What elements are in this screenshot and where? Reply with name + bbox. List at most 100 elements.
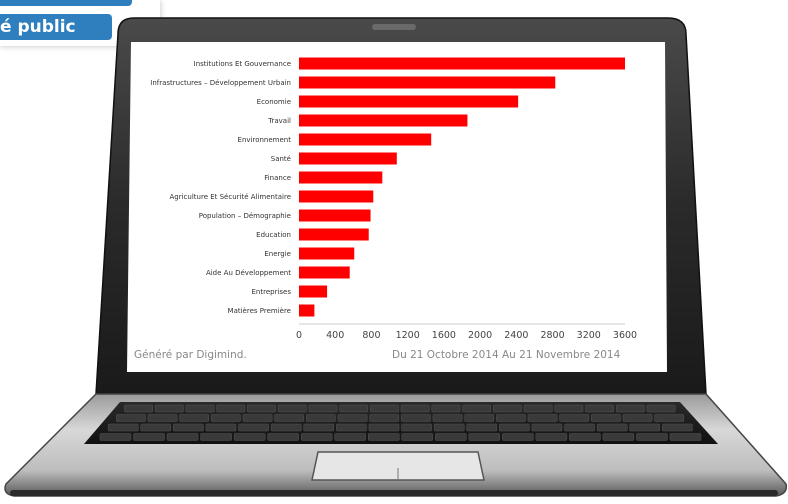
keyboard-key[interactable] [173,423,204,432]
keyboard-key[interactable] [274,414,305,422]
keyboard-key[interactable] [116,414,146,422]
keyboard-key[interactable] [303,423,335,432]
keyboard-key[interactable] [370,404,399,413]
keyboard-key[interactable] [124,404,153,413]
keyboard-key[interactable] [531,423,563,432]
keyboard-key[interactable] [334,433,366,441]
category-label: Economie [257,98,291,106]
keyboard-key[interactable] [464,414,495,422]
keyboard-key[interactable] [496,414,526,422]
keyboard-key[interactable] [585,404,614,413]
touchpad[interactable] [311,451,485,481]
keyboard-key[interactable] [277,404,307,413]
bar [299,247,355,260]
keyboard-key[interactable] [646,404,676,413]
keyboard-key[interactable] [564,423,595,432]
keyboard-key[interactable] [569,433,601,441]
category-label: Finance [264,174,291,182]
bar [299,114,468,127]
category-label: Agriculture Et Sécurité Alimentaire [170,193,292,201]
screen-display [127,42,667,372]
keyboard-key[interactable] [337,414,368,422]
keyboard-key[interactable] [596,423,628,432]
keyboard-key[interactable] [527,414,558,422]
keyboard-key[interactable] [629,423,661,432]
keyboard-key[interactable] [400,404,430,413]
keyboard-key[interactable] [369,414,400,422]
keyboard-key[interactable] [216,404,246,413]
keyboard-key[interactable] [200,433,232,441]
bar [299,304,315,317]
category-label: Institutions Et Gouvernance [194,60,291,68]
keyboard-key[interactable] [339,404,369,413]
bar [299,152,397,165]
keyboard-key[interactable] [166,433,199,441]
keyboard-key[interactable] [147,414,178,422]
keyboard-key[interactable] [523,404,553,413]
keyboard-key[interactable] [493,404,522,413]
keyboard-key[interactable] [654,414,685,422]
bar-chart: Institutions Et Gouvernance Infrastructur… [150,57,637,341]
keyboard-key[interactable] [368,423,400,432]
keyboard-key[interactable] [267,433,299,441]
category-label: Population – Démographie [199,212,291,220]
keyboard-key[interactable] [300,433,333,441]
generated-by-label: Généré par Digimind. [134,349,247,361]
deck-front-edge [10,490,778,496]
keyboard-key[interactable] [669,433,702,441]
keyboard-key[interactable] [233,433,266,441]
category-label: Santé [271,155,291,163]
keyboard-key[interactable] [133,433,165,441]
keyboard-key[interactable] [336,423,367,432]
x-tick-label: 0 [296,330,302,341]
x-tick-label: 3600 [613,330,637,341]
keyboard-key[interactable] [466,423,498,432]
keyboard-key[interactable] [205,423,237,432]
date-range-label: Du 21 Octobre 2014 Au 21 Novembre 2014 [392,349,621,361]
keyboard-key[interactable] [559,414,590,422]
keyboard-key[interactable] [535,433,568,441]
keyboard-key[interactable] [401,423,432,432]
keyboard-key[interactable] [636,433,668,441]
keyboard-key[interactable] [468,433,501,441]
keyboard-key[interactable] [554,404,584,413]
category-label: Entreprises [251,288,291,296]
x-tick-label: 1200 [396,330,420,341]
keyboard-key[interactable] [270,423,302,432]
keyboard-key[interactable] [622,414,653,422]
bar [299,190,374,203]
keyboard-key[interactable] [179,414,210,422]
bar [299,76,556,89]
bar [299,228,369,241]
keyboard-key[interactable] [615,404,645,413]
category-label: Energie [264,250,291,258]
keyboard-key[interactable] [662,423,693,432]
keyboard-key[interactable] [308,404,338,413]
keyboard-key[interactable] [433,423,465,432]
keyboard-key[interactable] [211,414,241,422]
keyboard-key[interactable] [154,404,184,413]
keyboard-key[interactable] [591,414,621,422]
keyboard-key[interactable] [401,414,431,422]
keyboard-key[interactable] [242,414,273,422]
keyboard-key[interactable] [185,404,215,413]
keyboard-key[interactable] [502,433,534,441]
corner-tab[interactable]: é public [0,14,112,40]
keyboard-key[interactable] [431,404,461,413]
x-tick-label: 800 [362,330,380,341]
category-label: Travail [267,117,291,125]
keyboard-key[interactable] [401,433,434,441]
keyboard-key[interactable] [140,423,172,432]
keyboard-key[interactable] [499,423,530,432]
keyboard-key[interactable] [435,433,467,441]
keyboard-key[interactable] [367,433,400,441]
bar [299,285,328,298]
keyboard-key[interactable] [432,414,463,422]
keyboard-key[interactable] [99,433,132,441]
keyboard-key[interactable] [306,414,336,422]
keyboard-key[interactable] [602,433,635,441]
keyboard-key[interactable] [107,423,139,432]
keyboard-key[interactable] [462,404,492,413]
keyboard-key[interactable] [247,404,276,413]
keyboard-key[interactable] [238,423,269,432]
